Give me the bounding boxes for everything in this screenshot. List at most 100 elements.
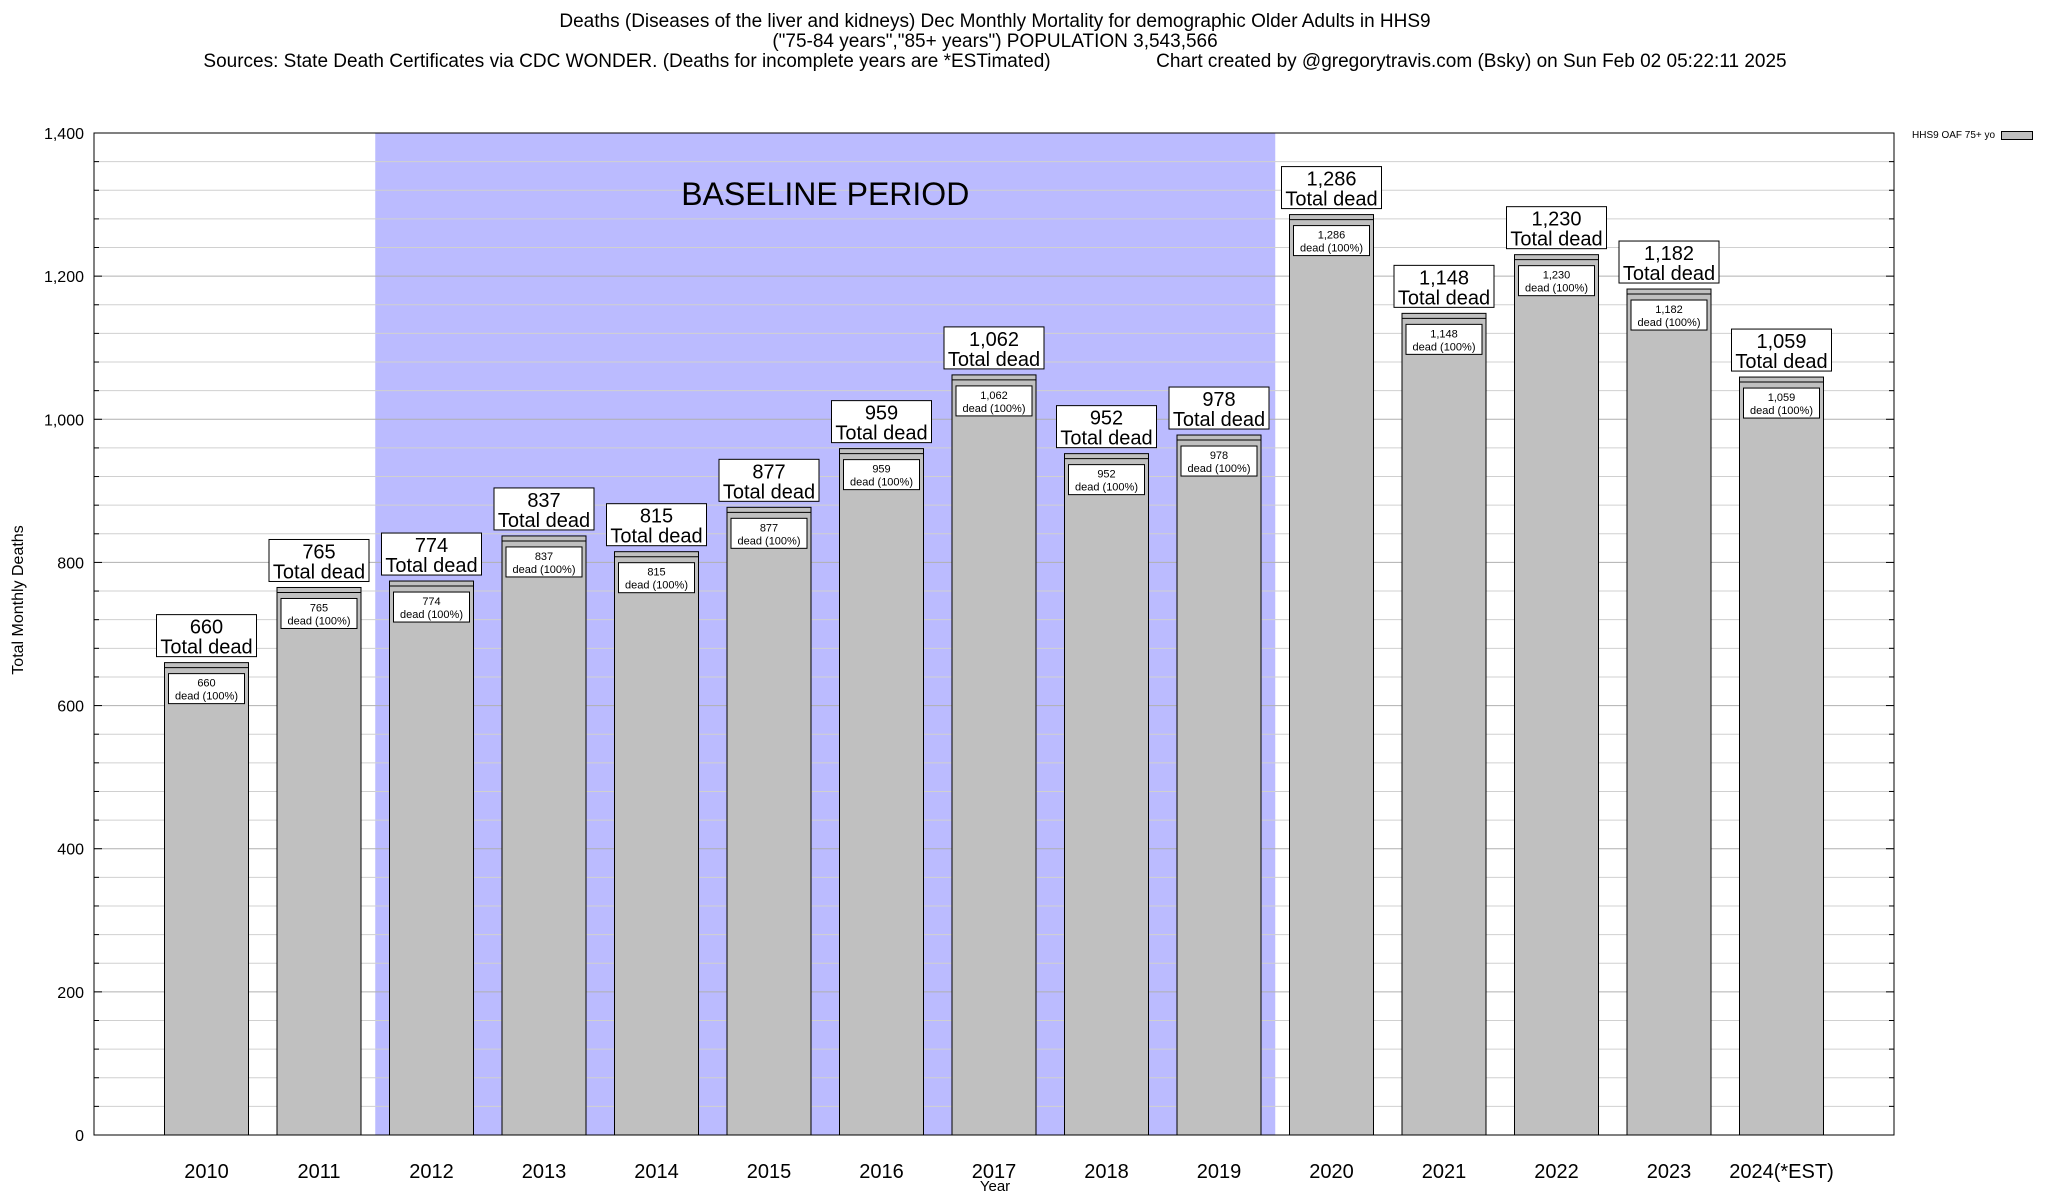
x-tick-label: 2010 <box>184 1161 229 1183</box>
chart-subtitle: ("75-84 years","85+ years") POPULATION 3… <box>772 31 1218 52</box>
bar-total-dead-label: Total dead <box>948 349 1040 371</box>
bar-total-label-box <box>1506 206 1607 250</box>
bar-inner-dead-label: dead (100%) <box>175 691 238 703</box>
x-tick-label: 2011 <box>297 1161 340 1183</box>
bar-total-value-label: 978 <box>1202 389 1235 411</box>
bar-total-label-box <box>606 503 707 547</box>
bar-total-value-label: 1,148 <box>1419 267 1469 289</box>
bar <box>1289 214 1374 1136</box>
bar-total-dead-label: Total dead <box>498 510 590 532</box>
bar-total-dead-label: Total dead <box>1285 189 1377 211</box>
bar-inner-value-label: 959 <box>872 464 890 476</box>
bar <box>726 506 812 1136</box>
bar-inner-value-label: 1,286 <box>1318 230 1346 242</box>
bar-total-value-label: 837 <box>527 490 560 512</box>
bar-inner-dead-label: dead (100%) <box>400 609 463 621</box>
bar-inner-value-label: 1,182 <box>1655 304 1683 316</box>
bar-inner-dead-label: dead (100%) <box>625 580 688 592</box>
bar <box>1401 312 1487 1136</box>
bar-inner-dead-label: dead (100%) <box>1638 317 1701 329</box>
x-tick-label: 2024(*EST) <box>1729 1161 1834 1183</box>
bar-total-dead-label: Total dead <box>160 637 252 659</box>
x-tick-label: 2020 <box>1309 1161 1354 1183</box>
x-tick-label: 2022 <box>1534 1161 1579 1183</box>
x-tick-label: 2013 <box>522 1161 567 1183</box>
bar-total-value-label: 1,230 <box>1531 209 1581 231</box>
bar-inner-dead-label: dead (100%) <box>1750 405 1813 417</box>
y-tick-label: 1,000 <box>44 412 84 429</box>
bar-inner-dead-label: dead (100%) <box>1525 283 1588 295</box>
bar-total-label-box <box>1281 166 1382 210</box>
bar-total-dead-label: Total dead <box>1060 428 1152 450</box>
bar-total-dead-label: Total dead <box>1398 287 1490 309</box>
bar-total-value-label: 1,059 <box>1756 331 1806 353</box>
bar-total-value-label: 1,286 <box>1306 169 1356 191</box>
chart-title: Deaths (Diseases of the liver and kidney… <box>559 11 1431 32</box>
bar-total-dead-label: Total dead <box>723 481 815 503</box>
bar-total-value-label: 660 <box>190 617 223 639</box>
bar-inner-value-label: 815 <box>647 567 665 579</box>
bar-inner-dead-label: dead (100%) <box>1188 463 1251 475</box>
bar-inner-label-box <box>393 591 470 623</box>
bar-inner-label-box <box>1180 445 1258 477</box>
bar <box>951 374 1037 1136</box>
bar-total-label-box <box>718 458 820 502</box>
y-tick-label: 400 <box>57 842 84 859</box>
bar-total-value-label: 952 <box>1090 408 1123 430</box>
bar-inner-label-box <box>1068 464 1145 496</box>
x-tick-label: 2018 <box>1084 1161 1129 1183</box>
bar-inner-value-label: 877 <box>760 522 778 534</box>
bar-total-label-box <box>1168 386 1270 430</box>
bar <box>276 586 362 1136</box>
x-tick-label: 2016 <box>859 1161 904 1183</box>
bar-inner-value-label: 765 <box>310 602 328 614</box>
bar-inner-value-label: 837 <box>535 551 553 563</box>
bar <box>614 551 699 1136</box>
bar-inner-value-label: 1,148 <box>1430 328 1458 340</box>
bar <box>1176 434 1262 1136</box>
y-tick-label: 1,400 <box>44 126 84 143</box>
bar-total-label-box <box>1731 328 1832 372</box>
bar-inner-label-box <box>618 562 695 594</box>
bar-inner-dead-label: dead (100%) <box>738 535 801 547</box>
bar-inner-value-label: 978 <box>1210 450 1228 462</box>
bar <box>1064 453 1149 1136</box>
bar-total-label-box <box>943 326 1045 370</box>
bar-inner-label-box <box>955 385 1033 417</box>
y-tick-label: 600 <box>57 699 84 716</box>
bar-total-dead-label: Total dead <box>1173 409 1265 431</box>
x-tick-label: 2014 <box>634 1161 679 1183</box>
y-tick-label: 800 <box>57 555 84 572</box>
bar-inner-label-box <box>1630 299 1708 331</box>
bar-inner-dead-label: dead (100%) <box>963 403 1026 415</box>
bar-inner-value-label: 952 <box>1097 469 1115 481</box>
x-tick-label: 2015 <box>747 1161 792 1183</box>
x-tick-label: 2017 <box>972 1161 1017 1183</box>
bar <box>839 448 924 1136</box>
bar-total-label-box <box>268 538 370 582</box>
bar <box>164 662 249 1136</box>
bar-inner-value-label: 1,059 <box>1768 392 1796 404</box>
bar-total-value-label: 765 <box>302 541 335 563</box>
x-tick-label: 2012 <box>409 1161 454 1183</box>
bar-total-label-box <box>1618 240 1720 284</box>
bar-inner-dead-label: dead (100%) <box>1413 341 1476 353</box>
bar-inner-label-box <box>168 673 245 705</box>
bar-inner-value-label: 1,230 <box>1543 270 1571 282</box>
bar-inner-value-label: 774 <box>422 596 440 608</box>
bar-inner-dead-label: dead (100%) <box>850 477 913 489</box>
bar-inner-label-box <box>505 546 583 578</box>
bar-total-dead-label: Total dead <box>1735 351 1827 373</box>
x-tick-label: 2019 <box>1197 1161 1242 1183</box>
bar-inner-label-box <box>843 459 920 491</box>
bar-total-value-label: 774 <box>415 535 448 557</box>
bar-inner-label-box <box>280 597 358 629</box>
chart-sources: Sources: State Death Certificates via CD… <box>203 51 1051 72</box>
bar-inner-value-label: 1,062 <box>980 390 1008 402</box>
bar-total-dead-label: Total dead <box>610 526 702 548</box>
bar-total-dead-label: Total dead <box>385 555 477 577</box>
bar-total-label-box <box>156 614 257 658</box>
bar-total-dead-label: Total dead <box>1623 263 1715 285</box>
bar <box>501 535 587 1136</box>
